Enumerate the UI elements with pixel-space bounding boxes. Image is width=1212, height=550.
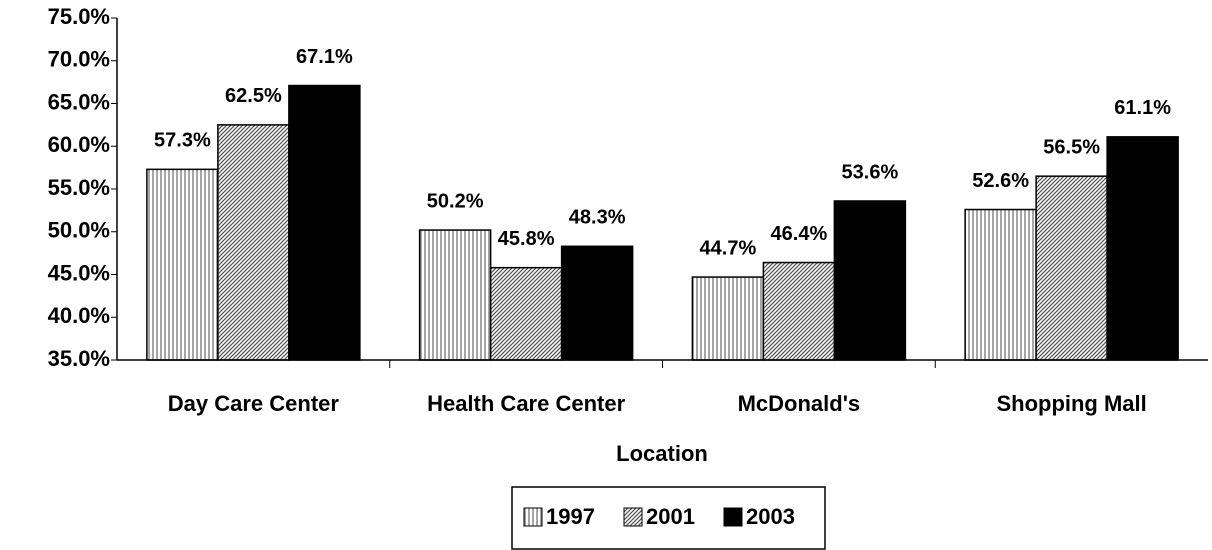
legend-swatch <box>723 507 743 527</box>
data-label: 67.1% <box>296 46 353 68</box>
data-label: 45.8% <box>498 228 555 250</box>
bar <box>217 124 290 361</box>
bar <box>146 168 219 361</box>
data-label: 53.6% <box>842 161 899 183</box>
x-tick-label: Day Care Center <box>168 391 340 416</box>
y-tick-label: 65.0% <box>48 89 110 114</box>
bar <box>288 84 361 361</box>
legend-swatch <box>623 507 643 527</box>
y-tick-label: 40.0% <box>48 303 110 328</box>
bar <box>560 245 634 361</box>
bar <box>418 229 492 361</box>
legend-label: 2001 <box>646 504 695 529</box>
data-label: 44.7% <box>700 237 757 259</box>
legend-box <box>511 486 826 550</box>
y-tick-label: 45.0% <box>48 260 110 285</box>
data-label: 56.5% <box>1043 136 1100 158</box>
data-label: 46.4% <box>771 223 828 245</box>
legend-label: 1997 <box>546 504 595 529</box>
data-label: 57.3% <box>154 130 211 152</box>
bar <box>964 208 1037 361</box>
y-tick-label: 55.0% <box>48 175 110 200</box>
data-label: 52.6% <box>972 170 1029 192</box>
data-label: 62.5% <box>225 85 282 107</box>
bar <box>691 276 765 361</box>
x-axis-label: Location <box>616 441 708 466</box>
legend-swatch <box>523 507 543 527</box>
data-label: 61.1% <box>1114 97 1171 119</box>
y-tick-label: 50.0% <box>48 218 110 243</box>
data-label: 50.2% <box>427 190 484 212</box>
legend-label: 2003 <box>746 504 795 529</box>
y-tick-label: 75.0% <box>48 4 110 29</box>
x-tick-label: McDonald's <box>738 391 861 416</box>
bar <box>833 200 907 361</box>
data-label: 48.3% <box>569 207 626 229</box>
y-tick-label: 60.0% <box>48 132 110 157</box>
bar <box>489 266 563 361</box>
bar <box>1035 175 1108 361</box>
y-tick-label: 35.0% <box>48 346 110 371</box>
bar <box>1106 136 1179 361</box>
y-tick-label: 70.0% <box>48 47 110 72</box>
x-tick-label: Health Care Center <box>427 391 626 416</box>
x-tick-label: Shopping Mall <box>996 391 1146 416</box>
bar <box>762 261 836 361</box>
